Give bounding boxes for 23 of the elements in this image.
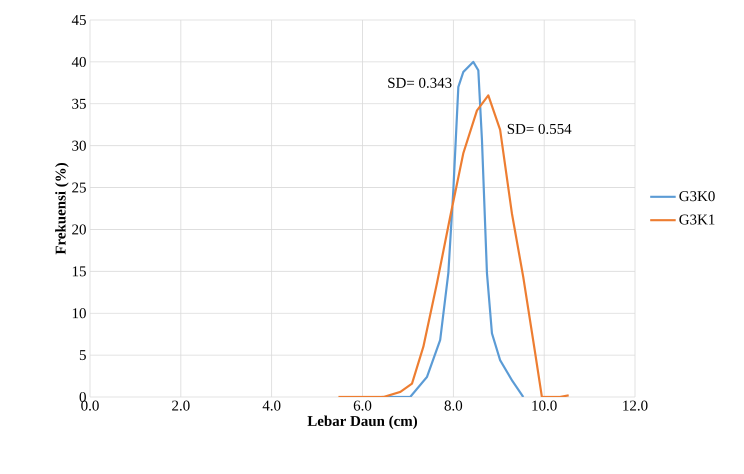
y-tick-label: 15 [72, 266, 86, 276]
y-tick-label: 10 [72, 308, 86, 318]
y-tick-label: 45 [72, 15, 86, 25]
annotation: SD= 0.554 [508, 124, 572, 134]
x-tick-label: 8.0 [444, 400, 462, 411]
y-tick-label: 25 [72, 182, 86, 193]
x-tick-label: 6.0 [354, 400, 372, 411]
legend-label: G3K1 [679, 214, 714, 225]
x-tick-label: 10.0 [532, 400, 557, 411]
x-tick-label: 0.0 [81, 400, 99, 411]
y-axis-title: Frekuensi (%) [55, 163, 69, 254]
y-tick-label: 5 [80, 350, 86, 360]
y-tick-label: 30 [72, 140, 86, 151]
x-tick-label: 12.0 [623, 400, 648, 411]
y-tick-label: 35 [72, 98, 86, 109]
annotation: SD= 0.343 [388, 78, 452, 88]
y-tick-label: 40 [72, 56, 86, 67]
x-axis-title: Lebar Daun (cm) [308, 416, 418, 430]
x-tick-label: 4.0 [262, 400, 280, 411]
x-tick-label: 2.0 [172, 400, 190, 411]
y-tick-label: 0 [80, 392, 86, 402]
legend-label: G3K0 [679, 191, 715, 202]
y-tick-label: 20 [72, 224, 86, 234]
